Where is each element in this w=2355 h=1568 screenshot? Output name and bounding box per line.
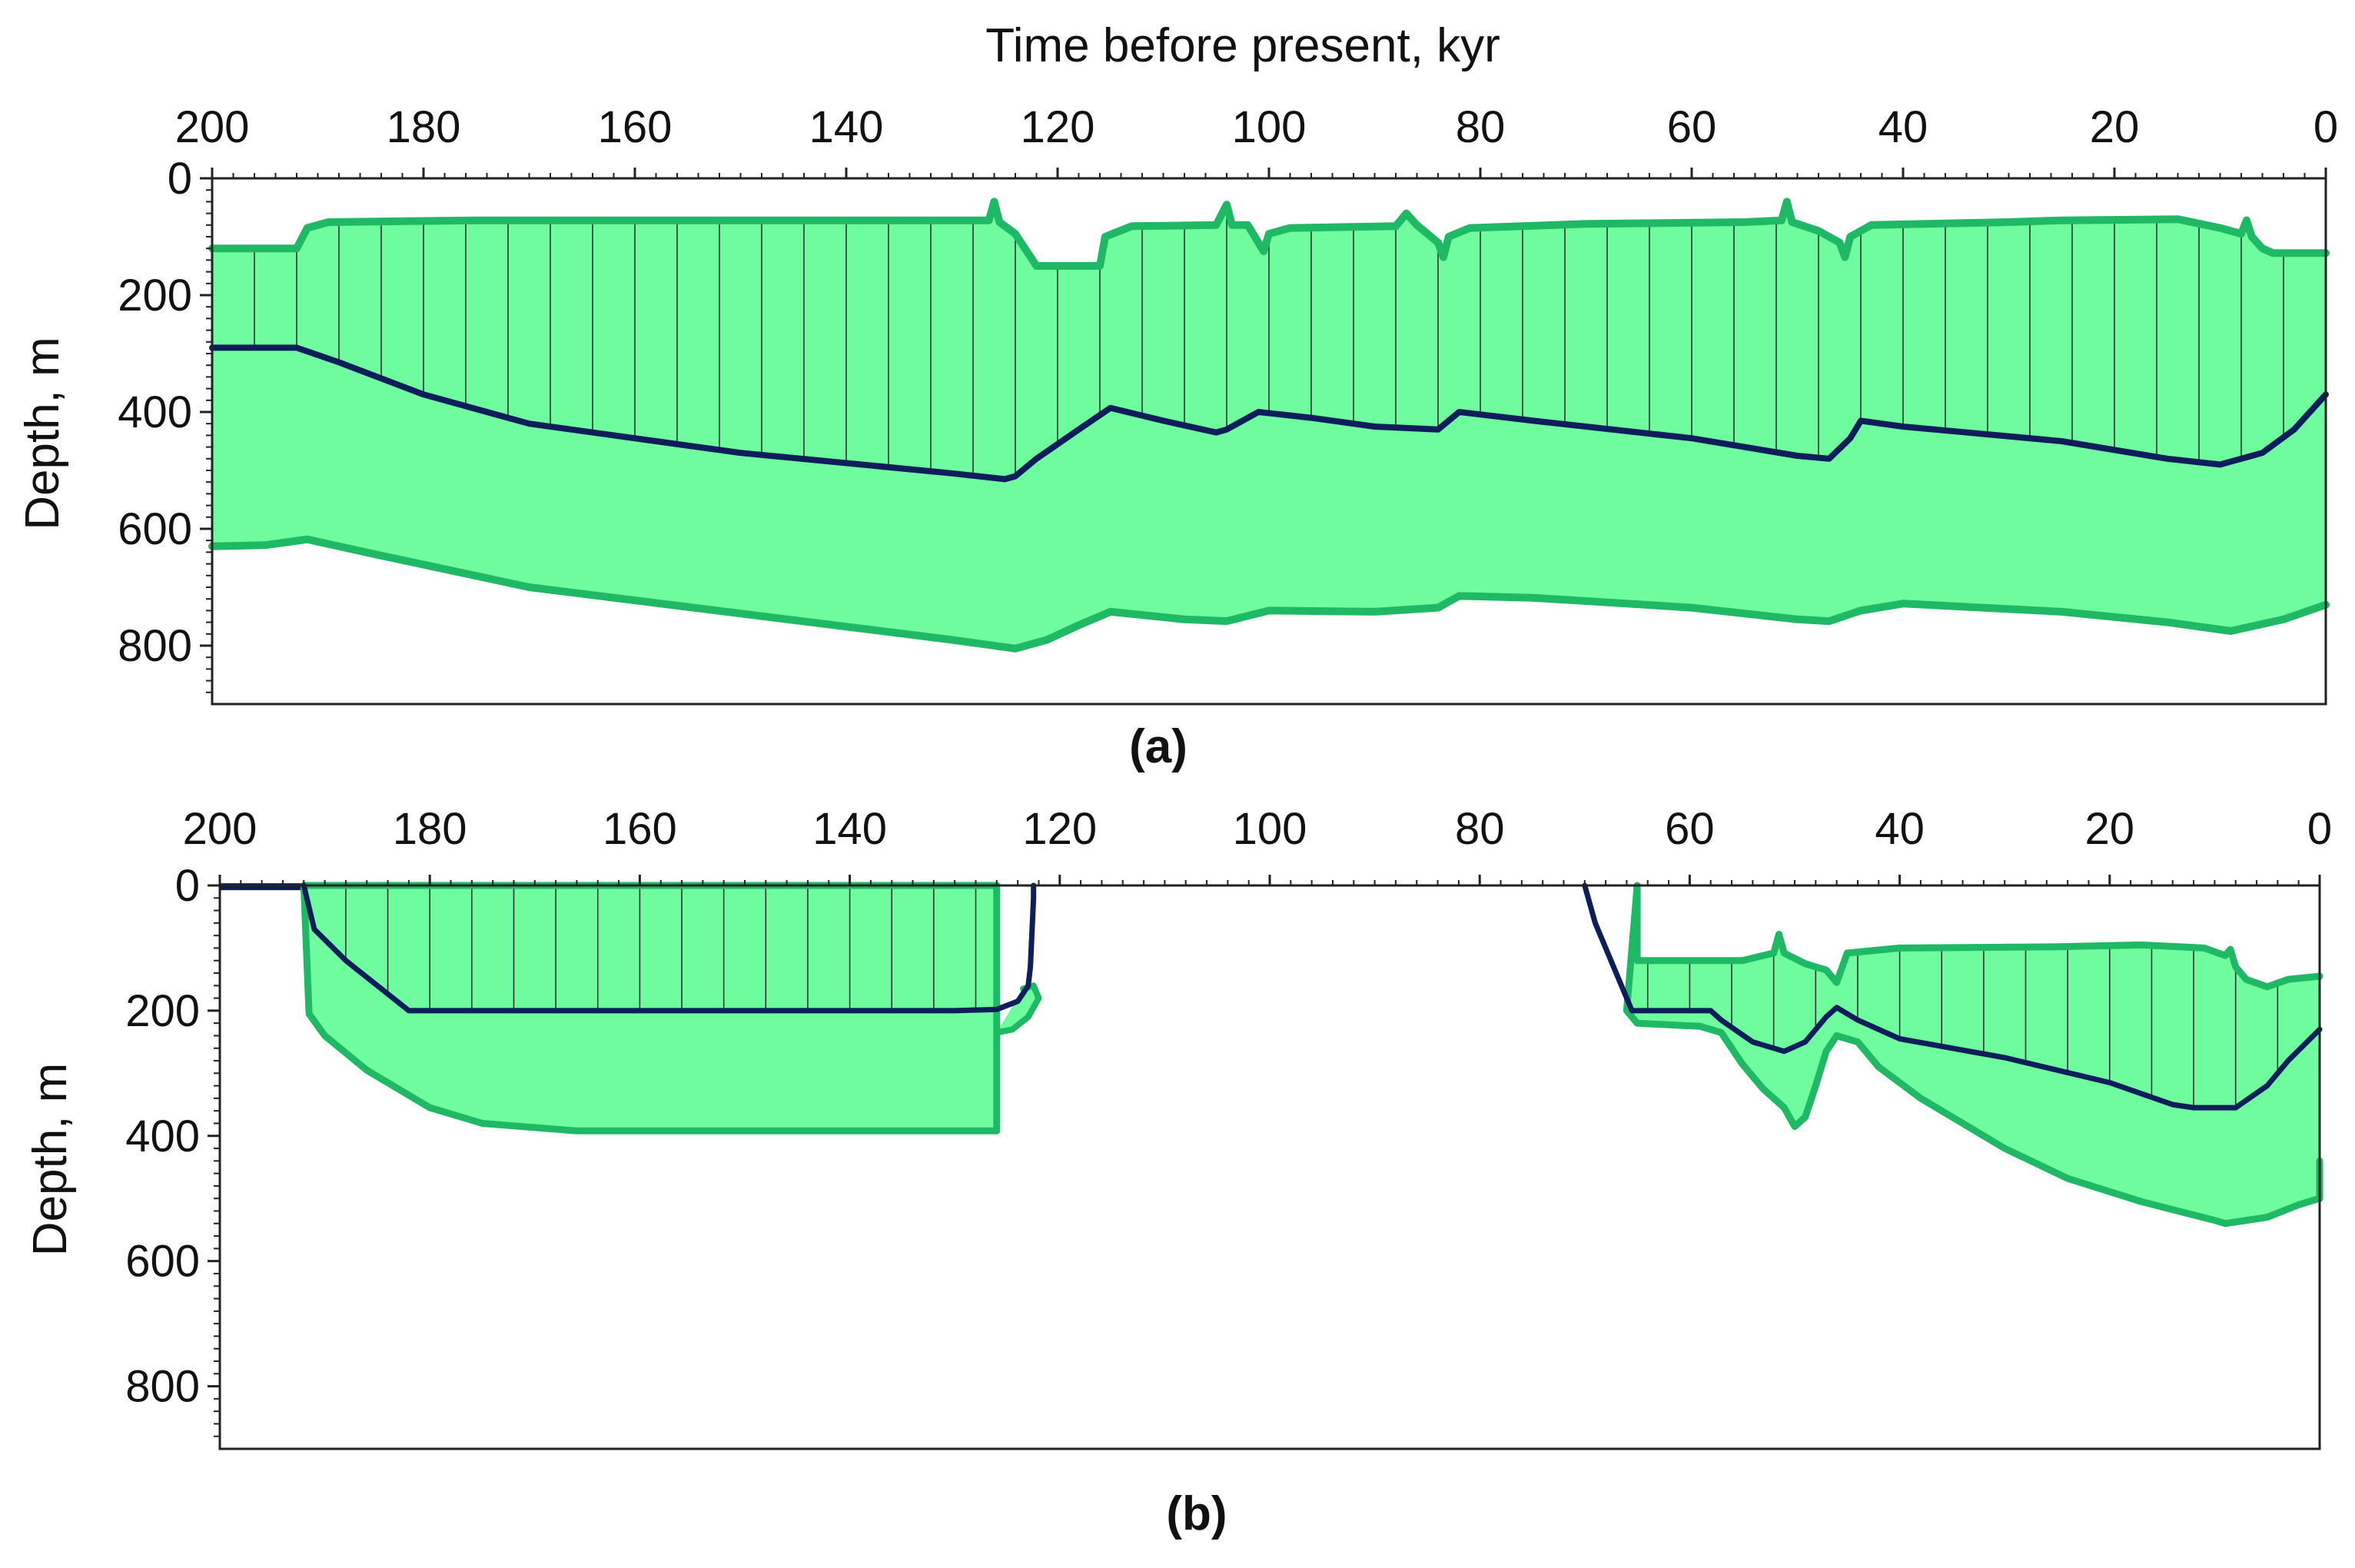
x-tick-label: 120 bbox=[1021, 102, 1095, 152]
x-tick-label: 140 bbox=[809, 102, 884, 152]
segment-1-cap-line bbox=[993, 982, 1042, 1036]
x-tick-label: 80 bbox=[1456, 102, 1506, 152]
x-tick-label: 20 bbox=[2085, 804, 2135, 854]
x-tick-label: 160 bbox=[598, 102, 673, 152]
segment-2-top-line bbox=[1633, 882, 2323, 991]
x-tick-label: 180 bbox=[387, 102, 461, 152]
y-axis-title: Depth, m bbox=[16, 337, 69, 530]
segment-1-base-line bbox=[301, 882, 1037, 1014]
x-axis-title: Time before present, kyr bbox=[985, 19, 1500, 72]
y-axis-title: Depth, m bbox=[24, 1063, 77, 1257]
bottom-boundary-line bbox=[208, 535, 2330, 653]
y-tick-label: 200 bbox=[125, 986, 200, 1036]
y-tick-label: 0 bbox=[175, 861, 200, 911]
x-tick-label: 60 bbox=[1667, 102, 1717, 152]
x-tick-label: 100 bbox=[1233, 804, 1307, 854]
ice-sheet-fill bbox=[212, 201, 2326, 649]
segment-1-cap-fill bbox=[996, 985, 1039, 1033]
x-tick-label: 200 bbox=[175, 102, 250, 152]
panel-b: 200 180 160 140 120 100 80 60 40 20 00200400600800… bbox=[24, 804, 2332, 1450]
x-tick-label: 120 bbox=[1022, 804, 1097, 854]
segment-2-base-line bbox=[1582, 882, 2323, 1111]
x-tick-label: 100 bbox=[1232, 102, 1307, 152]
base-line bbox=[209, 344, 2329, 483]
segment-2-bottom-line bbox=[1623, 882, 2323, 1227]
x-tick-label: 140 bbox=[812, 804, 887, 854]
x-tick-label: 200 bbox=[183, 804, 257, 854]
x-tick-label: 0 bbox=[2313, 102, 2338, 152]
y-tick-label: 600 bbox=[125, 1237, 200, 1287]
x-tick-label: 40 bbox=[1878, 102, 1928, 152]
y-tick-label: 400 bbox=[125, 1111, 200, 1161]
x-tick-label: 60 bbox=[1665, 804, 1715, 854]
top-boundary-line bbox=[208, 198, 2330, 270]
y-tick-label: 800 bbox=[118, 621, 192, 671]
y-tick-label: 0 bbox=[168, 154, 192, 204]
x-tick-label: 80 bbox=[1455, 804, 1505, 854]
segment-1-bottom-line bbox=[300, 882, 1001, 1134]
x-tick-label: 0 bbox=[2307, 804, 2332, 854]
y-tick-label: 400 bbox=[118, 387, 192, 437]
y-tick-label: 200 bbox=[118, 271, 192, 321]
panel-a-label: (a) bbox=[1129, 720, 1187, 773]
x-tick-label: 160 bbox=[603, 804, 677, 854]
y-tick-label: 600 bbox=[118, 504, 192, 554]
panel-a: 200 180 160 140 120 100 80 60 40 20 00200400600800… bbox=[16, 102, 2338, 706]
y-tick-label: 800 bbox=[125, 1362, 200, 1412]
panel-b-label: (b) bbox=[1166, 1487, 1227, 1540]
x-tick-label: 180 bbox=[393, 804, 467, 854]
x-tick-label: 40 bbox=[1875, 804, 1925, 854]
x-tick-label: 20 bbox=[2090, 102, 2140, 152]
